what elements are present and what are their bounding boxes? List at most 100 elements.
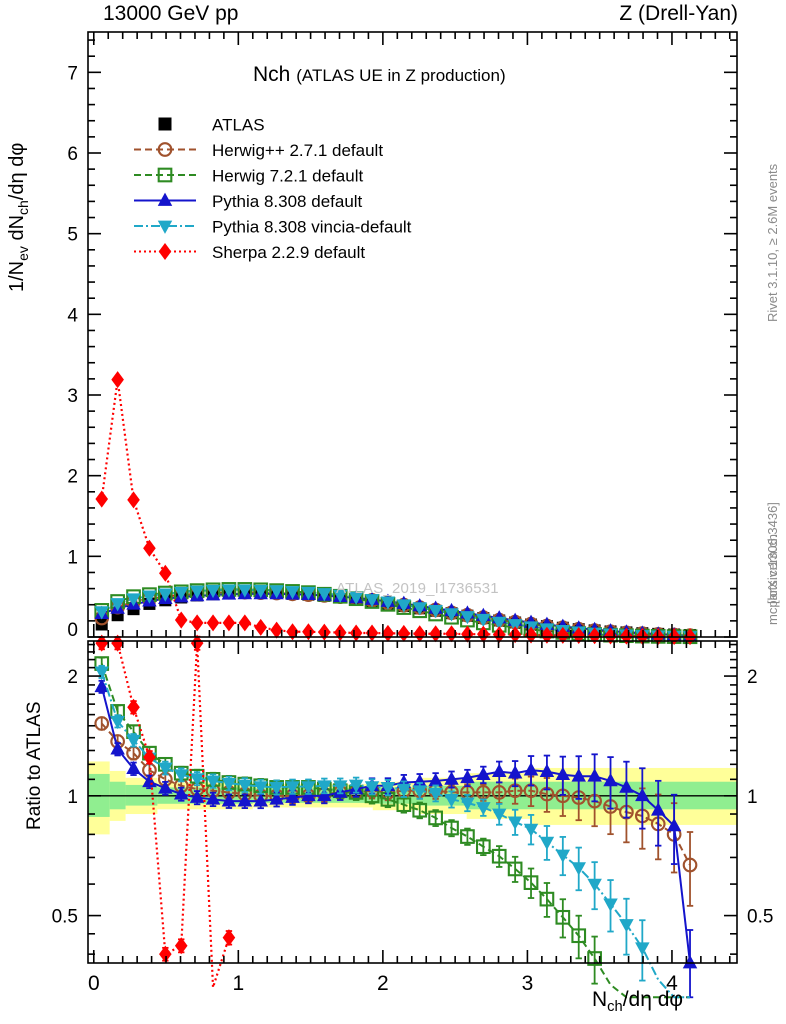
data-marker [348,591,364,605]
data-marker [523,762,539,776]
data-marker [205,775,221,789]
data-marker [571,862,586,876]
legend-entry[interactable]: ATLAS [158,116,265,135]
data-marker [571,928,587,944]
data-marker [317,780,332,794]
data-marker [491,808,507,822]
plot-title: Nch (ATLAS UE in Z production) [253,63,506,87]
header-beam-label: 13000 GeV pp [103,2,239,25]
data-marker [444,771,459,785]
data-marker [364,781,380,795]
data-marker [173,586,189,601]
data-marker [491,763,507,778]
series-line [100,379,691,638]
axis-ticks [88,32,737,963]
data-marker [428,787,443,802]
data-marker [301,781,316,795]
data-marker [253,793,268,807]
y-tick-label-ratio: 2 [747,667,758,688]
data-marker [444,608,459,622]
data-marker [348,779,364,793]
data-marker [110,598,125,612]
data-marker [460,611,475,625]
data-marker [190,634,204,652]
legend-label: ATLAS [212,116,265,135]
legend-entry[interactable]: Pythia 8.308 vincia-default [134,218,412,237]
data-marker [221,584,237,598]
y-tick-label-main: 7 [67,63,78,84]
y-tick-label-main: 4 [67,305,78,326]
legend-entry[interactable]: Pythia 8.308 default [134,192,363,211]
data-marker [332,780,348,794]
data-marker [127,698,140,716]
data-marker [127,491,140,509]
data-marker [445,625,458,643]
data-marker [126,593,141,607]
data-marker [142,773,157,788]
data-marker [587,768,602,782]
data-marker [461,625,474,643]
data-marker [190,614,204,632]
y-tick-label-main: 0 [67,620,78,641]
data-marker [460,797,475,811]
data-marker [174,937,188,955]
data-marker [412,785,427,799]
legend-entry[interactable]: Herwig 7.2.1 default [134,167,363,186]
data-marker [237,779,253,793]
data-marker [635,942,650,956]
data-marker [94,716,110,731]
data-marker [221,793,237,807]
legend: ATLAS Herwig++ 2.7.1 default Herwig 7.2.1 … [134,116,412,262]
y-tick-label-ratio: 1 [747,787,758,808]
data-marker [523,823,539,837]
y-tick-label-main: 5 [67,225,78,246]
data-marker [507,816,523,830]
axis-tick-labels: 1 2 3 4 5 6 7 0 0.5 0.5 1 1 2 2 0 1 2 3 4 [52,63,774,995]
x-tick-label: 2 [377,972,389,995]
y-axis-label-ratio: Ratio to ATLAS [24,701,45,831]
ratio-markers-3 [94,678,698,999]
data-marker [556,626,570,644]
ratio-markers-2 [94,656,602,985]
data-marker [189,585,205,599]
data-marker [205,584,221,599]
data-marker [428,605,443,619]
data-marker [540,626,554,644]
data-marker [491,785,507,800]
legend-label: Pythia 8.308 vincia-default [212,218,412,237]
data-marker [396,783,412,797]
data-marker [555,909,571,925]
data-marker [126,734,141,749]
data-marker [396,599,412,613]
panel-frame [87,31,738,638]
ratio-markers-1 [94,716,698,907]
data-marker [619,919,634,933]
data-marker [158,780,173,794]
data-marker [619,779,634,793]
data-marker [444,793,459,808]
data-marker [205,791,221,805]
data-marker [317,787,332,802]
y-tick-label-ratio: 1 [67,787,78,808]
data-marker [444,820,459,836]
y-tick-label-main: 2 [67,467,78,488]
data-marker [413,625,427,643]
data-marker [666,818,682,832]
legend-entry[interactable]: Sherpa 2.2.9 default [134,242,365,262]
data-marker [491,848,507,864]
data-marker [476,802,491,816]
data-marker [189,789,205,803]
legend-entry[interactable]: Herwig++ 2.7.1 default [134,141,383,160]
data-marker [254,618,268,636]
data-marker [412,802,428,818]
data-marker [94,666,109,680]
y-tick-label-main: 3 [67,386,78,407]
y-tick-label-ratio: 0.5 [52,907,78,928]
data-marker [650,802,666,816]
data-marker [94,678,109,693]
y-tick-label-ratio: 0.5 [747,907,773,928]
data-marker [587,878,602,892]
x-tick-label: 4 [666,972,678,995]
data-marker [237,793,253,807]
data-marker [285,781,300,795]
